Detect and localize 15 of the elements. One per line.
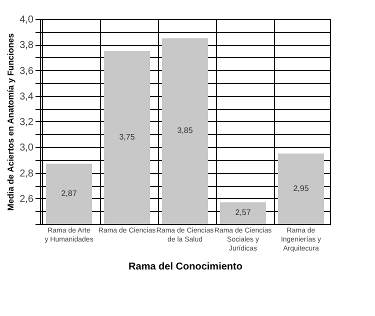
y-tick-label: 2,8	[20, 168, 34, 180]
y-tick-label: 3,6	[20, 66, 34, 77]
x-axis-title: Rama del Conocimiento	[128, 262, 242, 272]
y-tick-label: 3,0	[20, 142, 34, 154]
y-tick-label: 3,8	[20, 40, 34, 52]
data-label: 3,85	[177, 126, 194, 136]
y-tick-label: 2,6	[20, 194, 34, 205]
data-label: 2,95	[293, 184, 310, 193]
data-label: 2,87	[61, 188, 78, 198]
y-tick-label: 3,2	[20, 117, 34, 128]
y-tick-label: 4,0	[20, 14, 34, 26]
data-label: 3,75	[119, 132, 136, 142]
y-tick-label: 3,4	[20, 91, 34, 102]
data-label: 2,57	[235, 208, 252, 218]
y-axis-title: Media de Aciertos en Anatomía y Funciones	[6, 33, 16, 211]
